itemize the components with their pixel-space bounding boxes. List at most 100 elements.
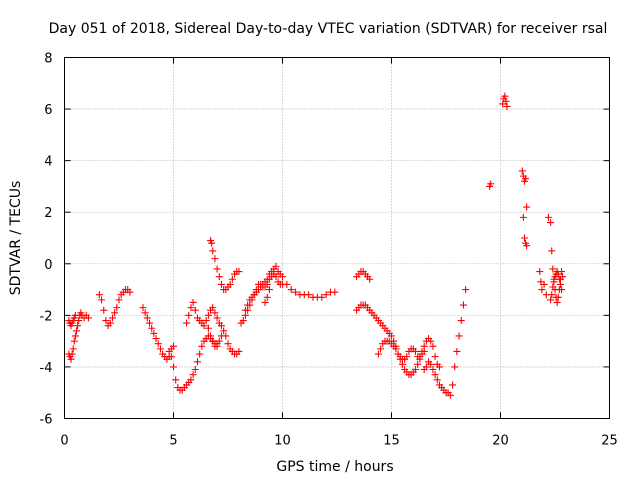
data-point xyxy=(377,345,385,353)
y-axis-label: SDTVAR / TECUs xyxy=(8,181,24,296)
data-point xyxy=(193,358,201,366)
series-arc-7 xyxy=(207,237,243,294)
data-point xyxy=(102,317,110,325)
data-point xyxy=(501,92,509,100)
data-point xyxy=(67,355,75,363)
data-point xyxy=(196,350,204,358)
data-point xyxy=(263,275,271,283)
data-point xyxy=(189,371,197,379)
data-point xyxy=(198,342,206,350)
data-point xyxy=(411,366,419,374)
data-point xyxy=(283,280,291,288)
data-point xyxy=(215,273,223,281)
data-point xyxy=(209,337,217,345)
series-arc-1b xyxy=(65,309,92,363)
data-point xyxy=(292,288,300,296)
data-point xyxy=(208,239,216,247)
data-point xyxy=(165,347,173,355)
data-point xyxy=(204,311,212,319)
data-point xyxy=(435,363,443,371)
data-point xyxy=(113,304,121,312)
data-point xyxy=(115,296,123,304)
x-tick-label: 25 xyxy=(601,434,618,449)
data-point xyxy=(547,219,555,227)
data-point xyxy=(331,288,339,296)
data-point xyxy=(420,342,428,350)
data-point xyxy=(235,347,243,355)
data-point xyxy=(148,324,156,332)
x-tick-label: 10 xyxy=(274,434,291,449)
series-arc-19 xyxy=(547,268,566,304)
data-point xyxy=(106,319,114,327)
data-point xyxy=(108,314,116,322)
data-point xyxy=(226,280,234,288)
data-point xyxy=(265,286,273,294)
data-point xyxy=(548,247,556,255)
series-arc-9 xyxy=(241,262,286,314)
data-point xyxy=(374,350,382,358)
data-point xyxy=(459,301,467,309)
data-point xyxy=(68,350,76,358)
y-tick-label: 8 xyxy=(44,52,52,67)
data-point xyxy=(502,97,510,105)
y-tick-label: 4 xyxy=(44,155,52,170)
series-arc-10 xyxy=(261,270,339,306)
data-point xyxy=(154,340,162,348)
data-point xyxy=(411,347,419,355)
chart-title: Day 051 of 2018, Sidereal Day-to-day VTE… xyxy=(49,21,608,37)
data-point xyxy=(204,324,212,332)
data-point xyxy=(217,280,225,288)
data-point xyxy=(228,275,236,283)
data-point xyxy=(427,360,435,368)
x-tick-label: 20 xyxy=(492,434,509,449)
series-arc-8 xyxy=(237,275,273,327)
data-point xyxy=(222,332,230,340)
data-point xyxy=(416,353,424,361)
grid-layer xyxy=(64,57,610,419)
series-arc-16 xyxy=(499,92,511,110)
data-point xyxy=(429,342,437,350)
data-point xyxy=(431,353,439,361)
data-point xyxy=(553,298,561,306)
data-point xyxy=(98,296,106,304)
data-point xyxy=(457,317,465,325)
tick-layer: 0 5 10 15 20 25 -6 -4 -2 0 2 4 6 8 xyxy=(40,52,618,449)
data-point xyxy=(172,376,180,384)
data-point xyxy=(322,291,330,299)
x-tick-label: 5 xyxy=(169,434,177,449)
data-point xyxy=(536,268,544,276)
data-point xyxy=(139,304,147,312)
data-point xyxy=(554,293,562,301)
y-tick-label: 2 xyxy=(44,206,52,221)
data-point xyxy=(455,332,463,340)
data-point xyxy=(217,322,225,330)
series-arc-12 xyxy=(353,301,428,379)
data-point xyxy=(554,270,562,278)
data-point xyxy=(209,304,217,312)
data-point xyxy=(84,314,92,322)
x-tick-label: 15 xyxy=(383,434,400,449)
data-point xyxy=(156,345,164,353)
data-point xyxy=(191,306,199,314)
data-point xyxy=(555,275,563,283)
data-point xyxy=(244,301,252,309)
data-point xyxy=(189,298,197,306)
data-point xyxy=(366,275,374,283)
data-point xyxy=(183,319,191,327)
data-point xyxy=(209,247,217,255)
data-point xyxy=(150,329,158,337)
data-point xyxy=(550,278,558,286)
x-axis-label: GPS time / hours xyxy=(276,459,393,475)
data-point xyxy=(540,280,548,288)
data-point xyxy=(224,340,232,348)
data-point xyxy=(549,283,557,291)
data-point xyxy=(143,314,151,322)
data-point xyxy=(126,288,134,296)
series-arc-11 xyxy=(353,268,374,283)
data-point xyxy=(462,286,470,294)
data-point xyxy=(520,234,528,242)
data-point xyxy=(213,265,221,273)
series-arc-1a xyxy=(65,311,79,330)
plot-frame xyxy=(64,57,610,419)
data-point xyxy=(431,371,439,379)
